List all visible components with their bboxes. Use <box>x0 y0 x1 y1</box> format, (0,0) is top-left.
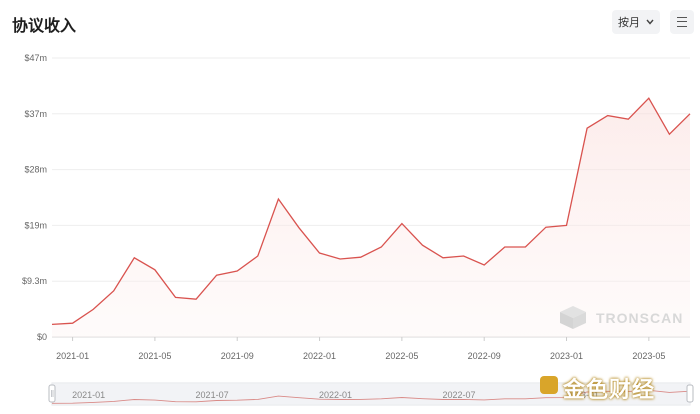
x-tick-label: 2021-05 <box>138 351 171 361</box>
page-title: 协议收入 <box>12 18 77 35</box>
navigator-right-handle[interactable] <box>686 384 694 403</box>
navigator-label: 2022-07 <box>443 390 476 400</box>
x-tick-label: 2021-09 <box>221 351 254 361</box>
x-tick-label: 2022-01 <box>303 351 336 361</box>
tronscan-watermark: TRONSCAN <box>560 306 683 329</box>
navigator-line <box>51 389 691 404</box>
period-select[interactable]: 按月 <box>612 10 660 34</box>
period-select-label: 按月 <box>618 17 640 29</box>
tronscan-watermark-text: TRONSCAN <box>596 310 683 326</box>
jinse-watermark-text: 金色财经 <box>563 377 656 402</box>
navigator-label: 2021-07 <box>196 390 229 400</box>
y-tick-label: $19m <box>24 220 47 230</box>
navigator-label: 2022-01 <box>319 390 352 400</box>
y-tick-label: $28m <box>24 165 47 175</box>
navigator-label: 2023-01 <box>566 390 599 400</box>
x-tick-label: 2023-05 <box>632 351 665 361</box>
y-tick-label: $47m <box>24 53 47 63</box>
hamburger-menu-icon[interactable] <box>670 10 694 34</box>
chevron-down-icon <box>646 19 654 25</box>
navigator-label: 2021-01 <box>72 390 105 400</box>
range-navigator[interactable]: 2021-01 2021-07 2022-01 2022-07 2023-01 <box>48 382 694 406</box>
navigator-left-handle[interactable] <box>48 384 56 403</box>
x-tick-label: 2021-01 <box>56 351 89 361</box>
x-tick-label: 2022-09 <box>468 351 501 361</box>
y-tick-label: $9.3m <box>22 276 47 286</box>
tronscan-cube-logo <box>560 306 586 329</box>
x-tick-label: 2023-01 <box>550 351 583 361</box>
revenue-line <box>51 97 691 326</box>
x-tick-label: 2022-05 <box>385 351 418 361</box>
revenue-area <box>52 98 690 337</box>
y-tick-label: $37m <box>24 109 47 119</box>
jinse-logo <box>540 376 558 394</box>
y-tick-label: $0 <box>37 332 47 342</box>
